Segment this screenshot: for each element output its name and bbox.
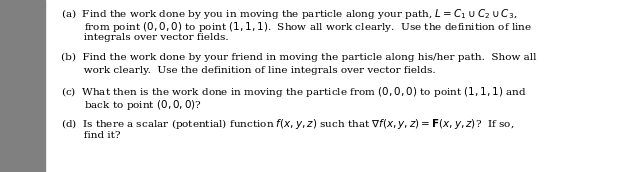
Text: (c)  What then is the work done in moving the particle from $(0, 0, 0)$ to point: (c) What then is the work done in moving… <box>61 85 527 99</box>
Text: work clearly.  Use the definition of line integrals over vector fields.: work clearly. Use the definition of line… <box>61 66 435 75</box>
Text: from point $(0, 0, 0)$ to point $(1, 1, 1)$.  Show all work clearly.  Use the de: from point $(0, 0, 0)$ to point $(1, 1, … <box>61 20 532 34</box>
Text: integrals over vector fields.: integrals over vector fields. <box>61 33 228 42</box>
Text: find it?: find it? <box>61 131 120 140</box>
Text: back to point $(0, 0, 0)$?: back to point $(0, 0, 0)$? <box>61 98 202 112</box>
Bar <box>0 0 45 172</box>
Text: (d)  Is there a scalar (potential) function $f(x, y, z)$ such that $\nabla f(x, : (d) Is there a scalar (potential) functi… <box>61 117 514 131</box>
Text: (b)  Find the work done by your friend in moving the particle along his/her path: (b) Find the work done by your friend in… <box>61 53 536 62</box>
Text: (a)  Find the work done by you in moving the particle along your path, $L = C_1 : (a) Find the work done by you in moving … <box>61 7 517 21</box>
